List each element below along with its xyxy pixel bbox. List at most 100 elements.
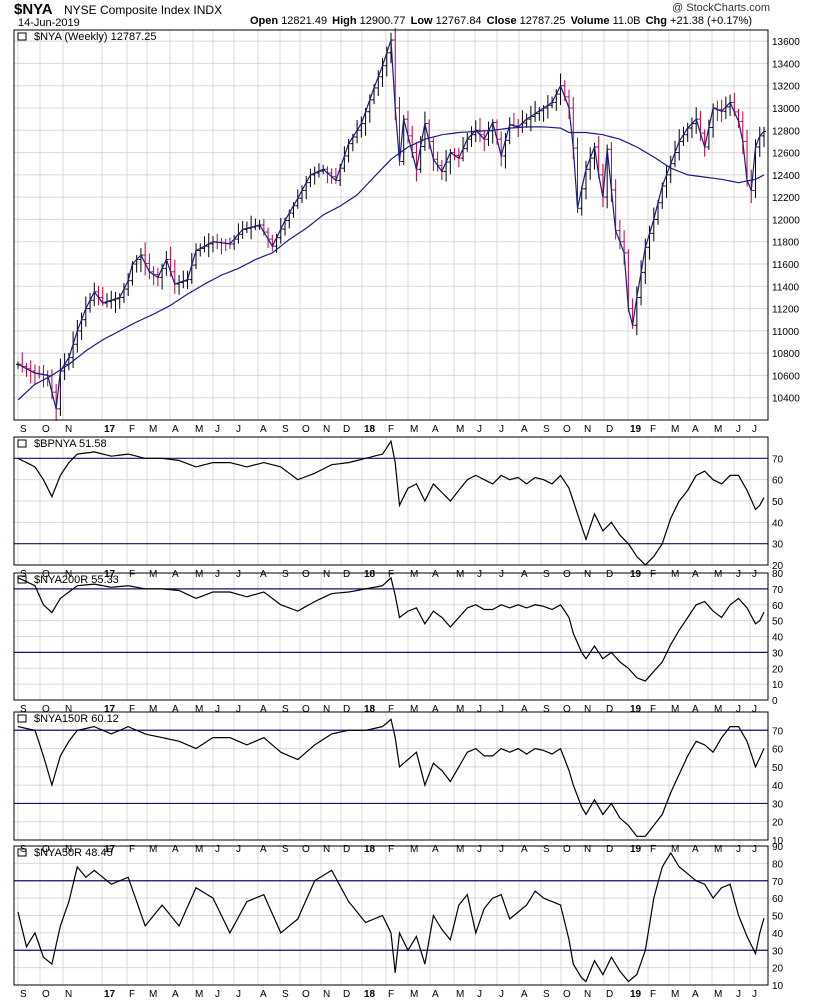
y-tick-label: 20 (772, 818, 784, 829)
x-axis-label: O (563, 569, 571, 580)
x-axis-label: N (65, 704, 72, 715)
x-axis-label: 18 (364, 989, 376, 1000)
y-tick-label: 30 (772, 946, 784, 957)
x-axis-label: S (543, 424, 550, 435)
y-tick-label: 80 (772, 859, 784, 870)
y-tick-label: 30 (772, 648, 784, 659)
volume-value: 11.0B (612, 15, 641, 27)
x-axis-label: J (499, 424, 504, 435)
x-axis-label: M (149, 569, 157, 580)
x-axis-label: J (736, 569, 741, 580)
y-tick-label: 13400 (772, 59, 800, 70)
x-axis-label: O (302, 424, 310, 435)
x-axis-label: M (410, 569, 418, 580)
x-axis-label: M (671, 704, 679, 715)
x-axis-label: J (736, 424, 741, 435)
y-tick-label: 50 (772, 763, 784, 774)
open-value: 12821.49 (281, 15, 328, 27)
high-value: 12900.77 (359, 15, 406, 27)
x-axis-label: A (521, 569, 528, 580)
panel-frame (13, 845, 769, 986)
x-axis-label: 19 (630, 569, 642, 580)
x-axis-label: O (563, 424, 571, 435)
x-axis-label: M (410, 704, 418, 715)
x-axis-label: 18 (364, 424, 376, 435)
x-axis-label: A (172, 989, 179, 1000)
x-axis-label: J (477, 704, 482, 715)
x-axis-label: O (563, 989, 571, 1000)
x-axis-label: 17 (104, 569, 116, 580)
x-axis-label: M (456, 989, 464, 1000)
chart-header: $NYA NYSE Composite Index INDX 14-Jun-20… (0, 0, 820, 30)
y-tick-label: 10 (772, 836, 784, 847)
y-tick-label: 40 (772, 781, 784, 792)
close-line (17, 39, 765, 410)
x-axis-label: 17 (104, 844, 116, 855)
x-axis-label: F (388, 989, 394, 1000)
x-axis-label: D (606, 989, 613, 1000)
x-axis-label: J (736, 844, 741, 855)
x-axis-label: M (149, 704, 157, 715)
y-tick-label: 70 (772, 726, 784, 737)
low-value: 12767.84 (435, 15, 482, 27)
x-axis-label: J (215, 704, 220, 715)
y-tick-label: 11600 (772, 260, 800, 271)
x-axis-label: M (195, 704, 203, 715)
x-axis-label: A (432, 569, 439, 580)
x-axis-label: M (671, 844, 679, 855)
x-axis-label: A (692, 424, 699, 435)
y-tick-label: 0 (772, 696, 778, 707)
x-axis-label: J (236, 989, 241, 1000)
x-axis-label: O (42, 424, 50, 435)
x-axis-label: D (343, 844, 350, 855)
x-axis-label: F (129, 569, 135, 580)
open-label: Open (250, 15, 279, 27)
legend-marker (17, 575, 27, 584)
x-axis-label: A (260, 844, 267, 855)
y-tick-label: 20 (772, 964, 784, 975)
x-axis-label: J (215, 424, 220, 435)
y-tick-label: 12400 (772, 171, 800, 182)
x-axis-label: 18 (364, 569, 376, 580)
x-axis-label: J (215, 844, 220, 855)
x-axis-label: M (195, 989, 203, 1000)
quote-summary: Open 12821.49 High 12900.77 Low 12767.84… (250, 15, 754, 27)
copyright-notice: @ StockCharts.com (672, 2, 770, 14)
x-axis-label: J (499, 989, 504, 1000)
x-axis-label: A (432, 704, 439, 715)
x-axis-label: N (323, 989, 330, 1000)
x-axis-label: F (650, 844, 656, 855)
x-axis-label: M (195, 569, 203, 580)
y-tick-label: 10600 (772, 371, 800, 382)
x-axis-label: J (752, 989, 757, 1000)
x-axis-label: 19 (630, 704, 642, 715)
x-axis-label: N (65, 424, 72, 435)
x-axis-label: J (236, 569, 241, 580)
x-axis-label: J (499, 569, 504, 580)
y-tick-label: 60 (772, 476, 784, 487)
x-axis-label: J (752, 704, 757, 715)
legend-marker (17, 439, 27, 448)
x-axis-label: N (584, 569, 591, 580)
x-axis-label: M (410, 424, 418, 435)
x-axis-label: D (343, 569, 350, 580)
y-tick-label: 60 (772, 745, 784, 756)
panel-frame (13, 711, 769, 841)
x-axis-label: M (456, 569, 464, 580)
x-axis-label: A (260, 569, 267, 580)
x-axis-label: M (671, 569, 679, 580)
x-axis-label: N (65, 989, 72, 1000)
legend-marker (17, 714, 27, 723)
x-axis-label: N (584, 844, 591, 855)
low-label: Low (410, 15, 433, 27)
legend-marker (17, 848, 27, 857)
x-axis-label: F (388, 844, 394, 855)
x-axis-label: M (410, 989, 418, 1000)
exchange-code: INDX (193, 3, 223, 17)
panel-4: 10 20 30 40 50 60 70 80 90 $NYA50R 48.45 S O N 17 F M A M… (13, 842, 784, 1000)
x-axis-label: F (129, 424, 135, 435)
x-axis-label: O (563, 844, 571, 855)
